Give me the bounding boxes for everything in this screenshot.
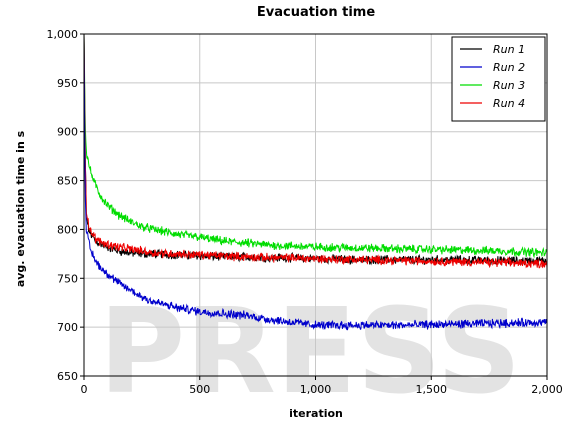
series-layer [84, 34, 547, 331]
x-axis-label: iteration [289, 407, 343, 420]
x-tick-label: 2,000 [531, 383, 563, 396]
legend: Run 1 Run 2 Run 3 Run 4 [451, 36, 546, 122]
y-tick-label: 800 [57, 223, 78, 236]
y-tick-label: 650 [57, 370, 78, 383]
x-tick-label: 0 [81, 383, 88, 396]
y-tick-label: 950 [57, 77, 78, 90]
legend-label: Run 4 [493, 97, 525, 110]
y-tick-label: 700 [57, 321, 78, 334]
x-tick-label: 500 [189, 383, 210, 396]
chart-title: Evacuation time [257, 5, 375, 20]
y-axis-label: avg. evacuation time in s [14, 130, 27, 287]
y-tick-label: 750 [57, 272, 78, 285]
series-line-run-3 [84, 34, 547, 259]
legend-label: Run 1 [493, 43, 525, 56]
series-line-run-2 [84, 34, 547, 331]
y-tick-label: 850 [57, 175, 78, 188]
axis-ticks: 650 700 750 800 850 900 950 1,000 0 500 1,000 1,500… [47, 28, 563, 396]
legend-label: Run 3 [493, 79, 525, 92]
legend-label: Run 2 [493, 61, 525, 74]
series-line-run-4 [84, 34, 547, 269]
x-tick-label: 1,500 [416, 383, 448, 396]
y-tick-label: 900 [57, 126, 78, 139]
x-tick-label: 1,000 [300, 383, 332, 396]
y-tick-label: 1,000 [47, 28, 79, 41]
legend-box [451, 36, 546, 122]
